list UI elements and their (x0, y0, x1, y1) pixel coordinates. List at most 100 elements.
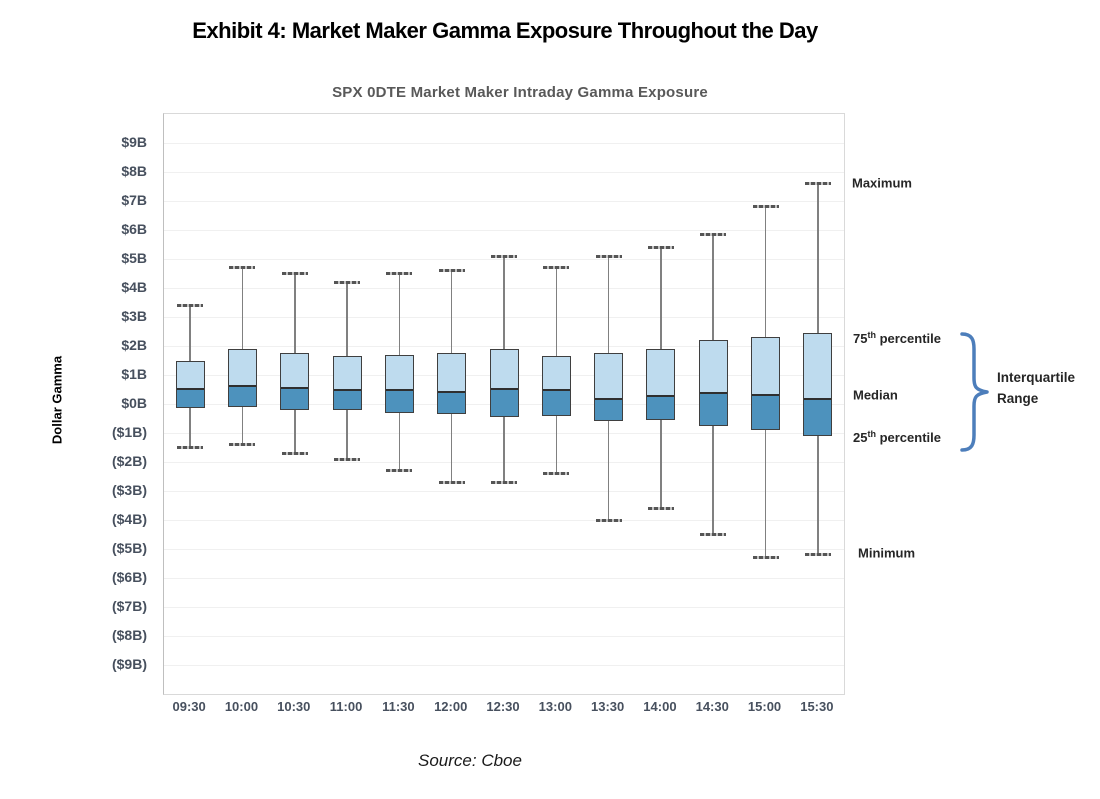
whisker-cap-min (804, 553, 831, 557)
box-plot-12:00 (437, 353, 467, 415)
gridline (164, 172, 844, 173)
box-median-line (228, 385, 256, 388)
box-median-line (281, 386, 309, 389)
box-upper-quartile (595, 354, 623, 399)
y-tick-label: $3B (121, 308, 147, 324)
x-tick-label: 10:30 (277, 699, 311, 714)
x-tick-label: 12:00 (434, 699, 468, 714)
box-plot-10:00 (227, 348, 257, 407)
box-plot-14:30 (698, 340, 728, 426)
whisker-cap-max (647, 245, 674, 249)
whisker-cap-max (177, 303, 204, 307)
box-plot-15:00 (751, 337, 781, 431)
box-upper-quartile (385, 355, 413, 390)
box-lower-quartile (176, 390, 204, 408)
whisker-cap-max (804, 182, 831, 186)
x-tick-label: 15:00 (747, 699, 782, 714)
box-lower-quartile (438, 392, 466, 414)
box-median-line (804, 398, 832, 401)
x-tick-label: 13:30 (590, 699, 625, 714)
y-tick-label: $9B (121, 134, 147, 150)
gridline (164, 520, 844, 521)
y-tick-label: ($7B) (111, 598, 147, 614)
box-lower-quartile (699, 394, 727, 425)
annotation-median: Median (853, 387, 898, 403)
whisker-cap-min (647, 506, 674, 510)
box-median-line (385, 389, 413, 392)
whisker-cap-max (595, 254, 622, 258)
box-plot-10:30 (280, 353, 310, 410)
whisker-cap-max (229, 266, 256, 270)
gridline (164, 607, 844, 608)
whisker-cap-min (386, 469, 413, 473)
whisker-cap-max (334, 280, 361, 284)
x-tick-label: 11:30 (382, 699, 415, 714)
box-upper-quartile (699, 341, 727, 393)
box-upper-quartile (281, 354, 309, 387)
gridline (164, 578, 844, 579)
box-plot-11:30 (384, 354, 414, 413)
annotation-minimum: Minimum (858, 545, 916, 561)
whisker-cap-max (700, 232, 727, 236)
y-tick-label: $0B (121, 395, 147, 411)
box-upper-quartile (490, 349, 518, 389)
y-axis-tick-labels: $9B $8B $7B $6B $5B $4B $3B $2B $1B $0B ($1B) ($2B)… (0, 113, 155, 695)
y-tick-label: ($5B) (111, 540, 147, 556)
whisker-cap-max (543, 266, 570, 270)
x-tick-label: 14:30 (695, 699, 729, 714)
y-tick-label: ($9B) (111, 656, 147, 672)
box-upper-quartile (542, 357, 570, 390)
gridline (164, 549, 844, 550)
whisker-cap-min (595, 518, 622, 522)
y-tick-label: $6B (121, 221, 147, 237)
box-upper-quartile (176, 361, 204, 389)
box-upper-quartile (752, 338, 780, 394)
y-tick-label: $1B (121, 366, 147, 382)
x-tick-label: 13:00 (538, 699, 572, 714)
box-plot-09:30 (175, 360, 205, 409)
interquartile-bracket-brace (960, 332, 989, 452)
gridline (164, 201, 844, 202)
box-median-line (438, 390, 466, 393)
gridline (164, 665, 844, 666)
whisker-cap-min (229, 443, 256, 447)
x-tick-label: 09:30 (172, 699, 206, 714)
box-upper-quartile (438, 354, 466, 391)
y-tick-label: $4B (121, 279, 147, 295)
box-lower-quartile (804, 400, 832, 435)
whisker-cap-min (700, 533, 727, 536)
y-tick-label: $7B (121, 192, 147, 208)
annotation-interquartile-range: Interquartile Range (997, 370, 1076, 406)
box-plot-11:00 (332, 356, 362, 410)
whisker-cap-min (177, 446, 204, 449)
box-upper-quartile (804, 333, 832, 399)
whisker-cap-min (438, 480, 465, 484)
box-upper-quartile (333, 357, 361, 390)
whisker-cap-min (491, 480, 517, 484)
page-title: Exhibit 4: Market Maker Gamma Exposure T… (192, 18, 818, 43)
gridline (164, 143, 844, 144)
box-lower-quartile (542, 391, 570, 415)
whisker-cap-min (281, 451, 308, 455)
box-plot-13:00 (541, 356, 571, 416)
y-tick-label: ($1B) (111, 424, 147, 440)
box-median-line (595, 398, 623, 401)
annotation-25th-percentile: 25th percentile (853, 428, 941, 446)
gridline (164, 636, 844, 637)
box-lower-quartile (647, 397, 675, 419)
gridline (164, 230, 844, 231)
box-upper-quartile (647, 349, 675, 396)
box-lower-quartile (281, 388, 309, 409)
box-median-line (542, 389, 570, 392)
annotation-75th-percentile: 75th percentile (853, 329, 941, 347)
whisker-cap-max (438, 269, 465, 273)
box-plot-14:00 (646, 348, 676, 420)
chart-title: SPX 0DTE Market Maker Intraday Gamma Exp… (332, 84, 708, 101)
box-lower-quartile (595, 400, 623, 421)
whisker-cap-max (281, 272, 308, 275)
whisker-cap-min (543, 472, 570, 476)
whisker-cap-min (752, 556, 779, 560)
x-tick-label: 11:00 (329, 699, 363, 714)
box-lower-quartile (228, 387, 256, 406)
x-axis-tick-labels: 09:30 10:00 10:30 11:00 11:30 12:00 12:30 13:00… (163, 699, 845, 719)
